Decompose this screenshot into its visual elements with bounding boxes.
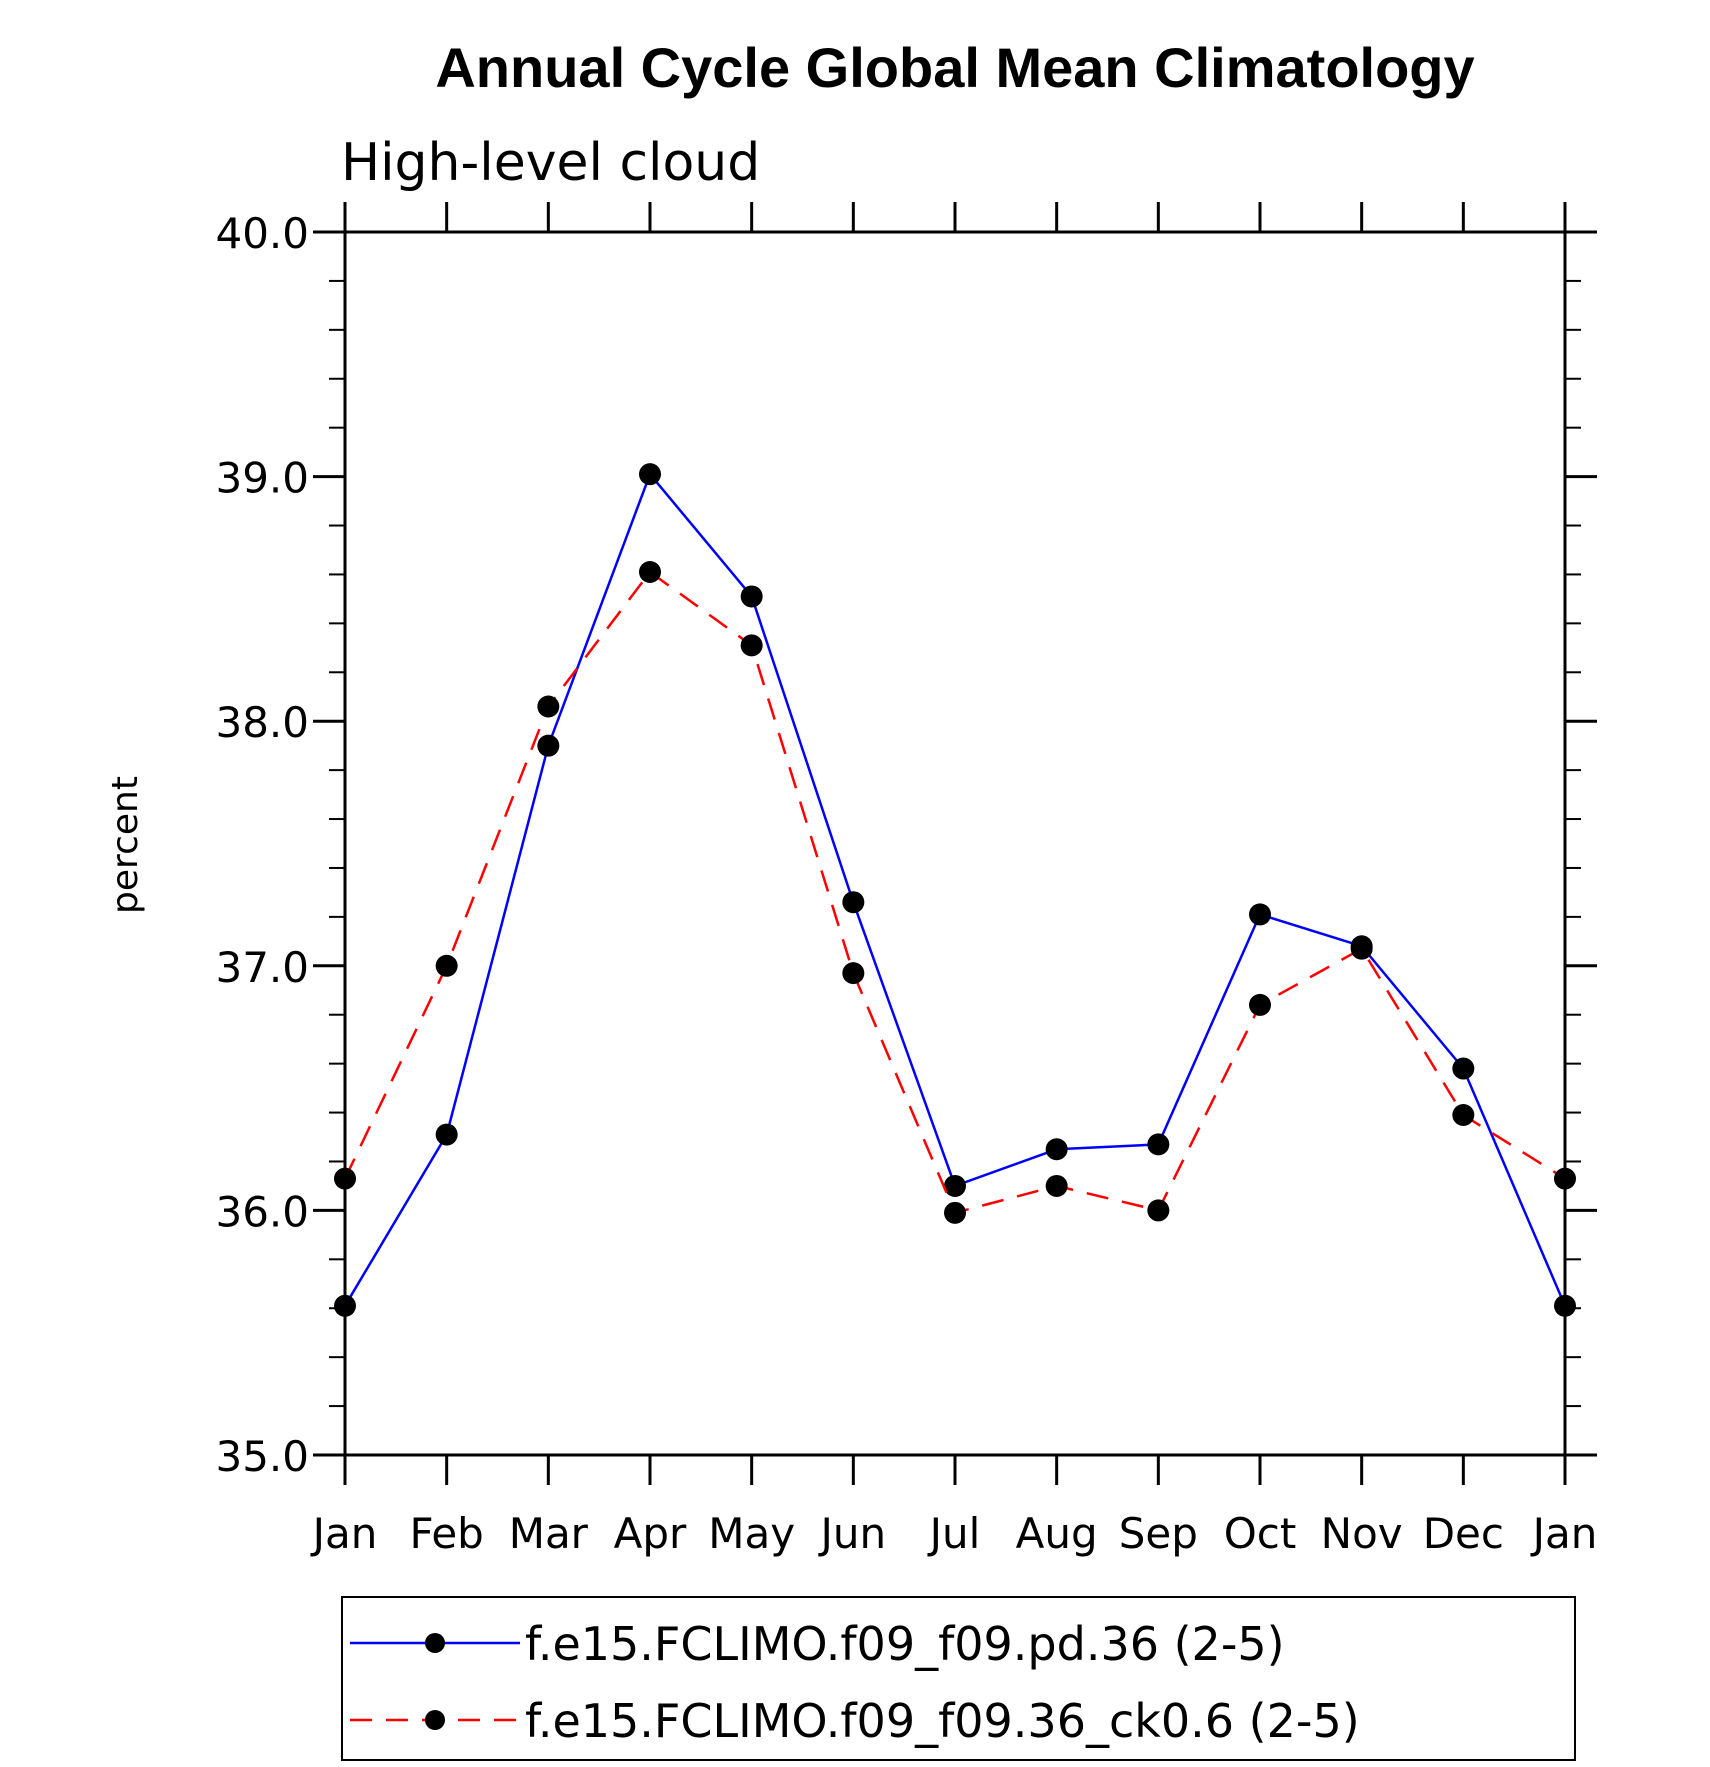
data-point-series-1 bbox=[1045, 1138, 1068, 1161]
x-tick-label: Dec bbox=[1423, 1509, 1504, 1558]
data-point-series-2 bbox=[1147, 1199, 1170, 1222]
x-tick-label: Aug bbox=[1016, 1509, 1098, 1558]
data-point-series-2 bbox=[1554, 1167, 1576, 1190]
x-tick-label: Jan bbox=[1530, 1509, 1598, 1558]
series-line-2 bbox=[343, 570, 1566, 1215]
legend: f.e15.FCLIMO.f09_f09.pd.36 (2-5) f.e15.F… bbox=[341, 1596, 1576, 1761]
data-point-series-2 bbox=[1249, 993, 1271, 1016]
data-point-series-2 bbox=[1045, 1174, 1068, 1197]
y-tick-label: 38.0 bbox=[215, 698, 309, 747]
data-point-series-2 bbox=[842, 962, 865, 985]
legend-marker-series-1 bbox=[425, 1633, 445, 1653]
plot-frame bbox=[343, 230, 1567, 1457]
data-point-series-1 bbox=[435, 1123, 458, 1146]
data-point-series-2 bbox=[944, 1201, 966, 1224]
legend-label-series-1: f.e15.FCLIMO.f09_f09.pd.36 (2-5) bbox=[525, 1617, 1285, 1671]
x-tick-label: Mar bbox=[509, 1509, 589, 1558]
y-tick-label: 36.0 bbox=[215, 1187, 309, 1236]
data-point-series-1 bbox=[334, 1294, 356, 1317]
series-layer bbox=[334, 463, 1576, 1317]
x-tick-label: Oct bbox=[1224, 1509, 1297, 1558]
data-point-series-2 bbox=[435, 954, 458, 977]
legend-label-series-2: f.e15.FCLIMO.f09_f09.36_ck0.6 (2-5) bbox=[525, 1694, 1360, 1748]
x-tick-label: Apr bbox=[614, 1509, 687, 1558]
data-point-series-2 bbox=[1350, 937, 1373, 960]
data-point-series-1 bbox=[1554, 1294, 1576, 1317]
data-point-series-2 bbox=[334, 1167, 356, 1190]
data-point-series-1 bbox=[639, 463, 661, 486]
x-tick-label: Feb bbox=[409, 1509, 483, 1558]
x-tick-label: Nov bbox=[1321, 1509, 1403, 1558]
chart-subtitle: High-level cloud bbox=[341, 133, 760, 193]
x-tick-label: May bbox=[708, 1509, 795, 1558]
data-point-series-1 bbox=[740, 585, 763, 608]
y-tick-label: 37.0 bbox=[215, 943, 309, 992]
x-tick-label: Jun bbox=[818, 1509, 887, 1558]
x-tick-label: Sep bbox=[1119, 1509, 1198, 1558]
y-tick-label: 40.0 bbox=[215, 209, 309, 258]
data-point-series-2 bbox=[537, 695, 560, 718]
data-point-series-1 bbox=[1452, 1057, 1475, 1080]
y-tick-label: 35.0 bbox=[215, 1432, 309, 1481]
legend-marker-series-2 bbox=[425, 1710, 445, 1730]
y-axis-label: percent bbox=[105, 776, 146, 914]
x-tick-label: Jul bbox=[927, 1509, 981, 1558]
data-point-series-1 bbox=[944, 1174, 966, 1197]
data-point-series-2 bbox=[1452, 1104, 1475, 1127]
data-point-series-2 bbox=[639, 560, 661, 583]
data-point-series-1 bbox=[1147, 1133, 1170, 1156]
chart-title: Annual Cycle Global Mean Climatology bbox=[435, 36, 1474, 99]
data-point-series-1 bbox=[1249, 903, 1271, 926]
y-tick-label: 39.0 bbox=[215, 454, 309, 503]
data-point-series-2 bbox=[740, 634, 763, 657]
data-point-series-1 bbox=[537, 734, 560, 757]
axes: Jan Feb Mar Apr May Jun Jul Aug Sep Oct Nov Dec Jan3… bbox=[215, 202, 1597, 1558]
x-tick-label: Jan bbox=[310, 1509, 378, 1558]
legend-box bbox=[341, 1596, 1576, 1761]
data-point-series-1 bbox=[842, 891, 865, 914]
